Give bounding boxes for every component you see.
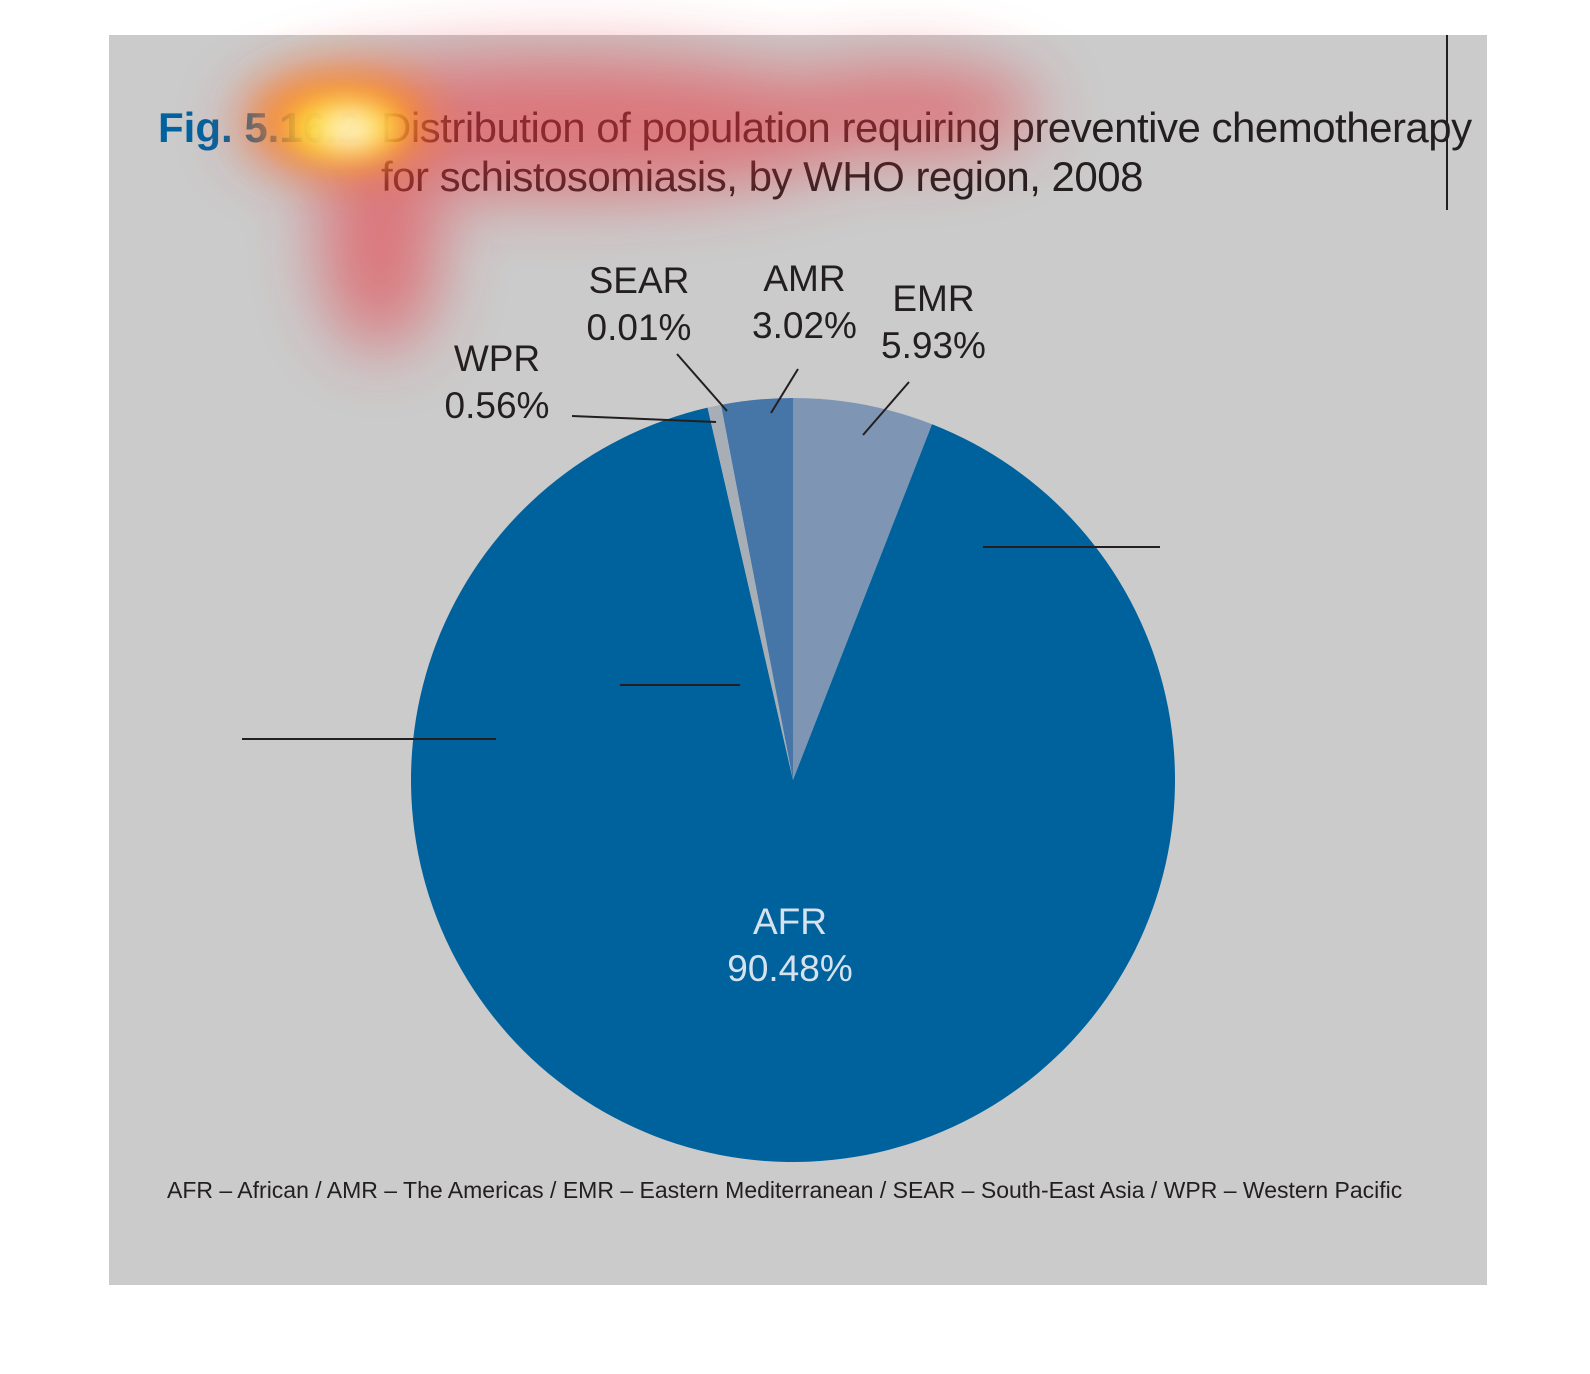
slice-value-sear: 0.01% (586, 307, 692, 348)
chart-title-line-2: for schistosomiasis, by WHO region, 2008 (381, 153, 1143, 200)
pie-slice-wpr (707, 404, 793, 780)
slice-name-amr: AMR (763, 258, 846, 299)
slice-name-wpr: WPR (453, 338, 541, 379)
slice-name-afr: AFR (753, 901, 827, 942)
pie-slice-emr (793, 398, 933, 780)
pie-slice-amr (720, 398, 793, 780)
footnote: AFR – African / AMR – The Americas / EMR… (167, 1177, 1403, 1203)
pie-slices (411, 398, 1176, 1162)
slice-label-sear: SEAR 0.01% (584, 257, 694, 351)
slice-value-afr: 90.48% (727, 948, 853, 989)
vertical-rule (1446, 35, 1448, 210)
leader-lines (242, 353, 1160, 740)
slice-label-emr: EMR 5.93% (871, 275, 996, 369)
leader-line-sear (676, 353, 728, 412)
slice-value-wpr: 0.56% (444, 385, 550, 426)
figure-label: Fig. 5.16.2 (158, 104, 362, 151)
leader-line-emr (862, 381, 910, 436)
slice-value-amr: 3.02% (752, 305, 857, 346)
slice-name-sear: SEAR (588, 260, 690, 301)
leader-line-amr (770, 368, 799, 414)
slice-label-afr: AFR 90.48% (710, 898, 870, 992)
slice-value-emr: 5.93% (881, 325, 986, 366)
slice-label-amr: AMR 3.02% (742, 255, 867, 349)
pie-slice-sear (720, 404, 793, 780)
slice-name-emr: EMR (892, 278, 975, 319)
chart-title-line-1: Distribution of population requiring pre… (381, 104, 1472, 151)
pie-slice-afr (411, 407, 1176, 1162)
leader-line-wpr (571, 415, 717, 423)
slice-label-wpr: WPR 0.56% (437, 335, 557, 429)
